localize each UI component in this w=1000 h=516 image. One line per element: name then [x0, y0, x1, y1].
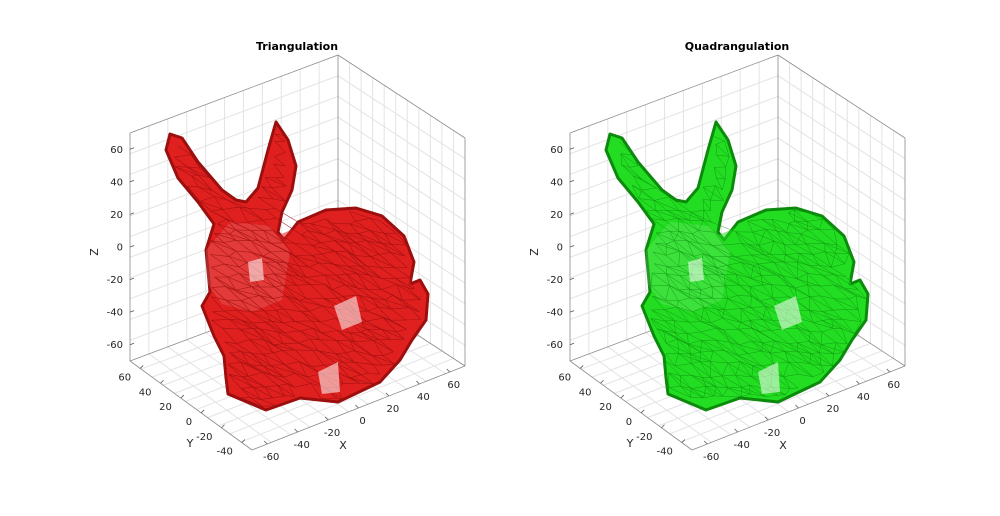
x-tick-mark	[795, 404, 799, 409]
x-tick-mark	[416, 380, 420, 385]
z-tick-label: 0	[557, 243, 563, 254]
triangulation-plot: 60 40 20 0 -20 -40 -60 Z 60 40 20 0 -20 -40 Y -60 -40 -20…	[88, 40, 466, 463]
z-tick-mark	[129, 342, 135, 346]
x-tick-label: -60	[703, 452, 719, 463]
z-tick-label: 60	[110, 145, 123, 156]
z-tick-label: -60	[107, 340, 123, 351]
x-tick-mark	[324, 416, 329, 421]
z-tick-label: -60	[547, 340, 563, 351]
z-tick-mark	[129, 245, 135, 248]
x-tick-mark	[825, 392, 830, 397]
z-tick-label: -40	[547, 308, 563, 319]
x-tick-mark	[703, 440, 708, 445]
x-tick-label: 20	[387, 404, 400, 415]
x-tick-label: 60	[887, 380, 900, 391]
x-tick-label: 60	[447, 380, 460, 391]
z-tick-label: -20	[547, 275, 563, 286]
y-tick-label: 40	[139, 387, 152, 398]
x-tick-mark	[446, 368, 451, 373]
z-tick-label: 60	[550, 145, 563, 156]
y-tick-mark	[681, 439, 686, 443]
chart-title: Triangulation	[256, 40, 338, 53]
y-tick-mark	[160, 379, 164, 384]
z-tick-mark	[569, 310, 575, 313]
x-tick-mark	[734, 428, 738, 433]
x-tick-mark	[385, 392, 390, 397]
x-tick-mark	[355, 404, 359, 409]
bunny-mesh	[164, 120, 430, 412]
z-tick-mark	[129, 147, 135, 150]
x-tick-label: 20	[827, 404, 840, 415]
x-tick-label: -60	[263, 452, 279, 463]
z-tick-label: -20	[107, 275, 123, 286]
x-tick-mark	[294, 428, 298, 433]
y-tick-mark	[139, 365, 144, 369]
y-tick-mark	[579, 365, 584, 369]
y-tick-mark	[661, 424, 665, 429]
mesh-highlights	[248, 258, 362, 394]
y-axis-label: Y	[626, 437, 634, 450]
y-tick-label: -20	[636, 432, 652, 443]
y-tick-label: 40	[579, 387, 592, 398]
y-tick-mark	[600, 379, 604, 384]
x-tick-mark	[856, 380, 860, 385]
y-tick-label: 0	[626, 417, 632, 428]
mesh-highlights	[688, 258, 802, 394]
x-tick-mark	[886, 368, 891, 373]
z-tick-mark	[569, 342, 575, 346]
z-tick-mark	[129, 310, 135, 313]
z-tick-mark	[129, 212, 135, 215]
z-tick-label: 40	[550, 177, 563, 188]
z-tick-mark	[569, 179, 575, 183]
x-tick-label: -40	[293, 440, 309, 451]
bunny-mesh	[604, 120, 870, 412]
x-axis-label: X	[779, 439, 787, 452]
y-tick-mark	[200, 409, 205, 414]
z-tick-mark	[569, 277, 575, 280]
y-axis-label: Y	[186, 437, 194, 450]
y-tick-label: 20	[599, 402, 612, 413]
y-tick-label: 60	[558, 372, 571, 383]
z-tick-label: 0	[117, 243, 123, 254]
z-tick-mark	[569, 147, 575, 150]
x-tick-label: 40	[417, 392, 430, 403]
z-tick-label: 40	[110, 177, 123, 188]
y-tick-label: 0	[186, 417, 192, 428]
y-tick-label: -40	[656, 447, 672, 458]
x-tick-label: 0	[359, 416, 365, 427]
x-tick-mark	[263, 440, 268, 445]
y-tick-mark	[241, 439, 246, 443]
x-tick-label: -40	[733, 440, 749, 451]
y-tick-mark	[221, 424, 225, 429]
y-tick-label: -40	[216, 447, 232, 458]
z-tick-mark	[569, 212, 575, 215]
z-axis-label: Z	[528, 248, 541, 256]
chart-title: Quadrangulation	[685, 40, 789, 53]
y-tick-label: -20	[196, 432, 212, 443]
y-tick-mark	[640, 409, 645, 414]
x-tick-label: 0	[799, 416, 805, 427]
z-tick-mark	[129, 277, 135, 280]
quadrangulation-plot: 60 40 20 0 -20 -40 -60 Z 60 40 20 0 -20 -40 Y -60 -40 -20…	[528, 40, 906, 463]
y-tick-label: 20	[159, 402, 172, 413]
y-tick-label: 60	[118, 372, 131, 383]
x-axis-label: X	[339, 439, 347, 452]
y-tick-mark	[620, 394, 625, 399]
y-tick-mark	[180, 394, 185, 399]
mesh-wireframe	[618, 135, 867, 399]
x-tick-label: -20	[324, 428, 340, 439]
z-tick-label: -40	[107, 308, 123, 319]
z-axis-label: Z	[88, 248, 101, 256]
z-tick-label: 20	[550, 210, 563, 221]
x-tick-label: -20	[764, 428, 780, 439]
z-tick-mark	[129, 179, 135, 183]
x-tick-mark	[764, 416, 769, 421]
x-tick-label: 40	[857, 392, 870, 403]
z-tick-mark	[569, 245, 575, 248]
z-tick-label: 20	[110, 210, 123, 221]
